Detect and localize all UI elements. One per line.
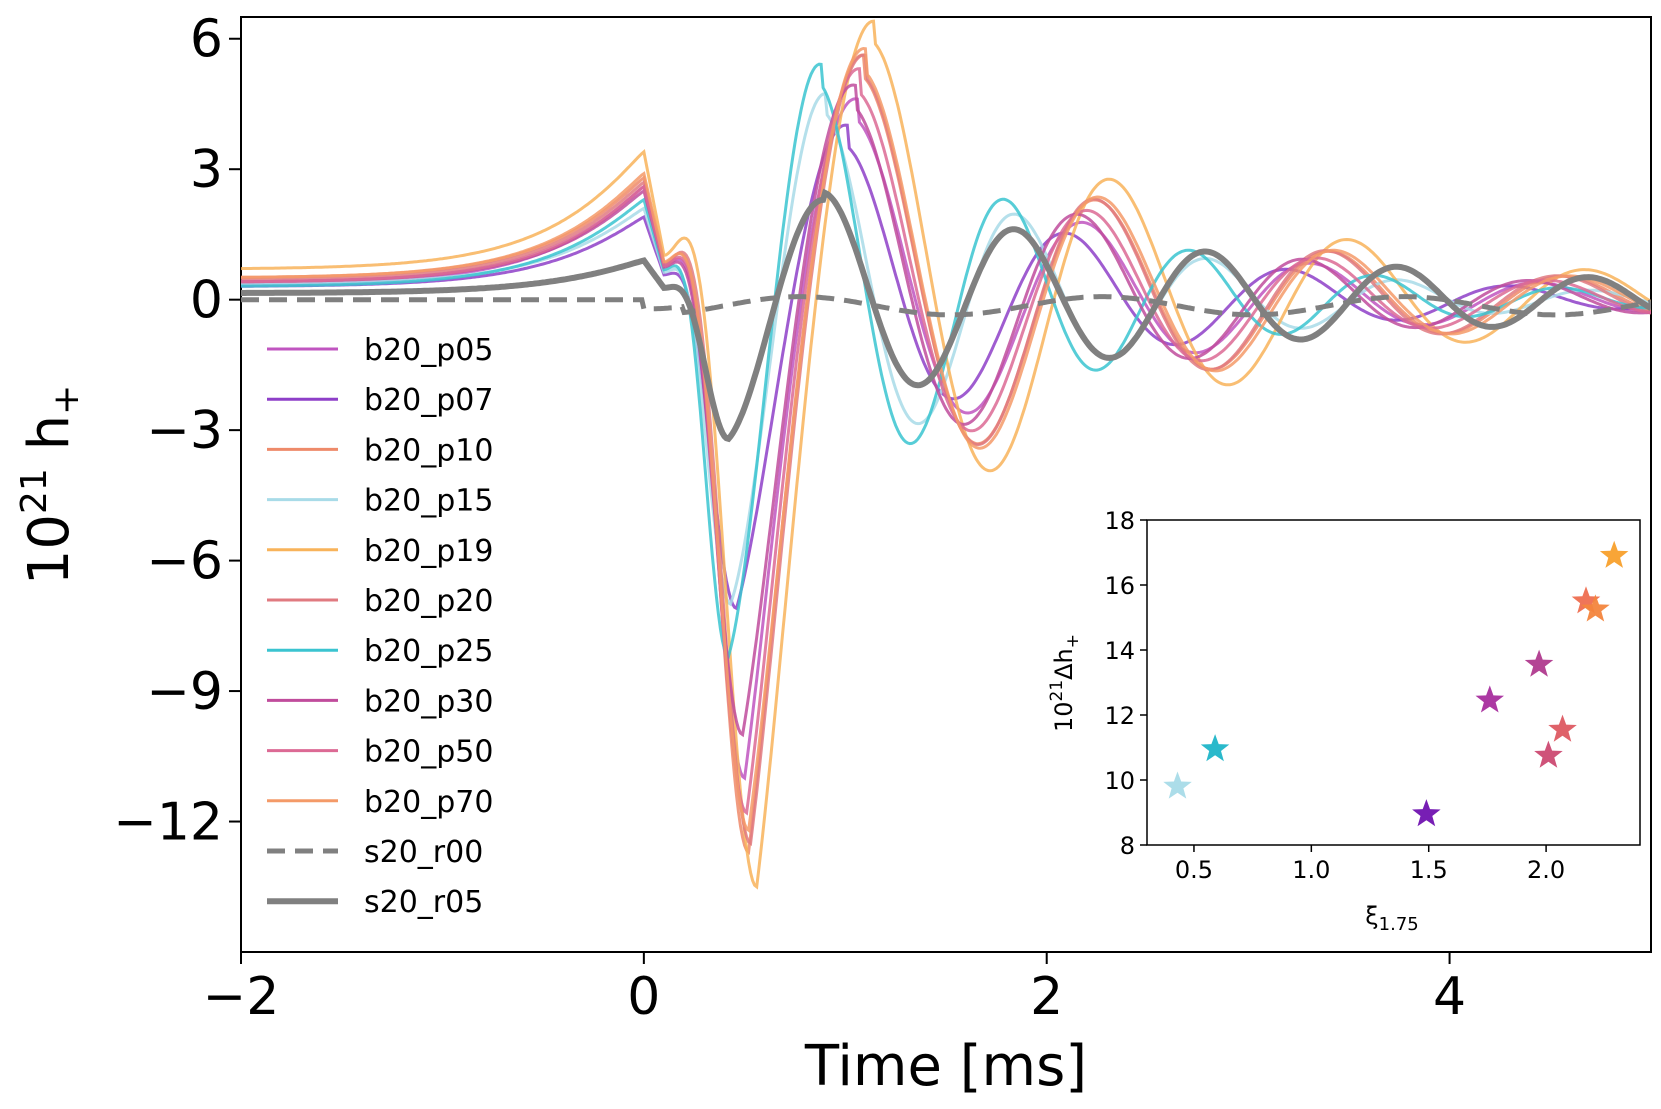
inset-y-tick-label: 18 bbox=[1104, 507, 1135, 535]
main-y-ticks: 6 3 0 −3 −6 −9 −12 bbox=[113, 10, 241, 853]
legend-label-b20_p30: b20_p30 bbox=[364, 684, 493, 719]
inset-star-point-1 bbox=[1163, 771, 1192, 799]
inset-star-markers bbox=[1163, 540, 1629, 827]
inset-star-point-9 bbox=[1581, 594, 1610, 622]
main-y-tick-label: 3 bbox=[190, 140, 223, 200]
inset-star-point-2 bbox=[1200, 734, 1230, 762]
main-y-tick-label: −6 bbox=[146, 532, 223, 592]
inset-x-tick-label: 1.5 bbox=[1410, 856, 1448, 884]
inset-star-point-5 bbox=[1524, 649, 1554, 677]
main-series-lines bbox=[241, 19, 1651, 890]
inset-star-point-7 bbox=[1548, 714, 1577, 742]
inset-star-point-4 bbox=[1475, 685, 1504, 713]
main-y-axis-label-exponent: 21 bbox=[14, 468, 55, 514]
legend-label-s20_r00: s20_r00 bbox=[364, 835, 483, 870]
main-y-tick-label: 6 bbox=[190, 10, 223, 70]
legend-label-b20_p25: b20_p25 bbox=[364, 634, 493, 669]
inset-x-tick-label: 1.0 bbox=[1292, 856, 1330, 884]
main-y-tick-label: −9 bbox=[146, 662, 223, 722]
inset-y-tick-label: 14 bbox=[1104, 637, 1135, 665]
main-y-tick-label: −3 bbox=[146, 401, 223, 461]
legend-label-b20_p70: b20_p70 bbox=[364, 785, 493, 820]
main-x-ticks: −2 0 2 4 bbox=[203, 952, 1466, 1027]
inset-star-point-10 bbox=[1599, 540, 1629, 568]
series-line-s20_r00 bbox=[241, 294, 1651, 318]
main-x-tick-label: 4 bbox=[1433, 967, 1466, 1027]
main-y-axis-label: 1021 h+ bbox=[14, 385, 87, 586]
inset-y-tick-label: 8 bbox=[1120, 832, 1135, 860]
inset-star-point-8 bbox=[1571, 586, 1601, 614]
main-y-tick-label: 0 bbox=[190, 271, 223, 331]
legend-label-b20_p15: b20_p15 bbox=[364, 484, 493, 519]
main-x-tick-label: −2 bbox=[203, 967, 280, 1027]
inset-plot-frame bbox=[1146, 519, 1641, 846]
inset-star-point-3 bbox=[1412, 799, 1441, 827]
inset-y-axis-label: 1021Δh+ bbox=[1047, 634, 1083, 732]
legend-label-b20_p07: b20_p07 bbox=[364, 383, 493, 418]
inset-x-tick-label: 2.0 bbox=[1527, 856, 1565, 884]
legend-label-b20_p10: b20_p10 bbox=[364, 433, 493, 468]
inset-x-axis-label: ξ1.75 bbox=[1365, 902, 1418, 935]
main-x-axis-label: Time [ms] bbox=[804, 1034, 1087, 1099]
main-y-tick-label: −12 bbox=[113, 793, 223, 853]
inset-y-tick-label: 12 bbox=[1104, 702, 1135, 730]
main-y-axis-label-subscript: + bbox=[46, 385, 87, 415]
inset-y-ticks: 8 10 12 14 16 18 bbox=[1104, 507, 1147, 860]
legend-label-b20_p20: b20_p20 bbox=[364, 584, 493, 619]
inset-x-tick-label: 0.5 bbox=[1175, 856, 1213, 884]
legend-label-s20_r05: s20_r05 bbox=[364, 885, 483, 920]
legend-label-b20_p05: b20_p05 bbox=[364, 333, 493, 368]
legend: b20_p05 b20_p07 b20_p10 b20_p15 b20_p19 b20_p… bbox=[267, 333, 493, 920]
inset-star-point-6 bbox=[1534, 740, 1563, 768]
legend-label-b20_p50: b20_p50 bbox=[364, 735, 493, 770]
main-x-tick-label: 2 bbox=[1030, 967, 1063, 1027]
inset-x-ticks: 0.5 1.0 1.5 2.0 bbox=[1175, 845, 1565, 884]
inset-y-axis-label-subscript: + bbox=[1063, 634, 1083, 648]
inset-y-axis-label-exponent: 21 bbox=[1047, 680, 1067, 702]
legend-label-b20_p19: b20_p19 bbox=[364, 534, 493, 569]
inset-x-axis-label-subscript: 1.75 bbox=[1379, 914, 1419, 935]
inset-y-tick-label: 16 bbox=[1104, 572, 1135, 600]
main-x-tick-label: 0 bbox=[627, 967, 660, 1027]
series-line-s20_r05 bbox=[241, 188, 1651, 443]
inset-y-tick-label: 10 bbox=[1104, 767, 1135, 795]
series-line-b20_p70 bbox=[241, 46, 1651, 833]
series-line-b20_p50 bbox=[241, 67, 1651, 816]
